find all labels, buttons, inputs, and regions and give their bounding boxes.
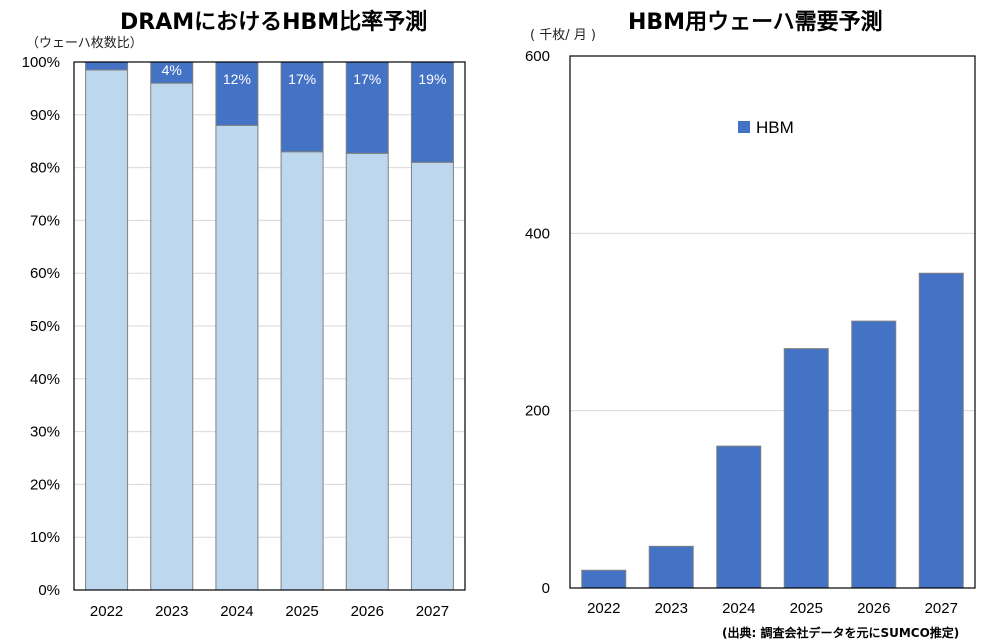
left-bar-dram [280,151,324,591]
right-x-tick-label: 2026 [857,600,890,617]
right-x-tick-label: 2027 [925,600,958,617]
right-bar-hbm [648,545,694,589]
left-bar-hbm [280,61,324,153]
right-y-tick-label: 0 [542,580,550,597]
left-data-label: 17% [288,71,316,87]
left-x-tick-label: 2024 [220,603,253,620]
left-data-label: 19% [418,71,446,87]
left-data-label: 17% [353,71,381,87]
right-plot-border [569,55,976,589]
left-plot-border [73,61,466,591]
left-y-tick-label: 0% [38,582,60,599]
left-y-tick-label: 40% [30,371,60,388]
left-bar-hbm [410,61,454,163]
left-bar-dram [215,124,259,591]
left-unit-label: （ウェーハ枚数比） [26,36,143,51]
left-data-label: 12% [223,71,251,87]
right-legend-swatch [738,121,750,133]
right-y-tick-label: 400 [525,225,550,242]
left-y-tick-label: 70% [30,212,60,229]
left-y-tick-label: 60% [30,265,60,282]
right-legend-label: HBM [756,118,794,137]
left-y-tick-label: 50% [30,318,60,335]
right-unit-label: ( 千枚/ 月 ) [530,28,596,43]
left-x-tick-label: 2022 [90,603,123,620]
right-x-tick-label: 2023 [655,600,688,617]
left-y-tick-label: 90% [30,107,60,124]
left-y-tick-label: 20% [30,476,60,493]
right-y-tick-label: 600 [525,48,550,65]
left-data-label: 4% [162,62,182,78]
left-x-tick-label: 2025 [285,603,318,620]
right-bar-hbm [581,569,627,589]
left-y-tick-label: 100% [22,54,60,71]
right-x-tick-label: 2022 [587,600,620,617]
left-chart-title: DRAMにおけるHBM比率予測 [120,10,428,35]
left-bar-dram [150,82,194,591]
left-x-tick-label: 2026 [351,603,384,620]
left-bar-dram [85,69,129,591]
right-bar-hbm [716,445,762,589]
right-x-tick-label: 2024 [722,600,755,617]
right-x-tick-label: 2025 [790,600,823,617]
left-y-tick-label: 10% [30,529,60,546]
left-bar-dram [410,161,454,591]
left-y-tick-label: 30% [30,424,60,441]
source-note: (出典: 調査会社データを元にSUMCO推定) [722,626,960,640]
left-bar-hbm [345,61,389,154]
right-bar-hbm [851,320,897,589]
left-y-tick-label: 80% [30,160,60,177]
left-x-tick-label: 2023 [155,603,188,620]
left-bar-hbm [85,61,129,71]
left-bar-hbm [215,61,259,126]
right-bar-hbm [918,272,964,589]
right-bar-hbm [783,348,829,589]
right-chart-title: HBM用ウェーハ需要予測 [628,10,883,35]
right-y-tick-label: 200 [525,403,550,420]
left-bar-dram [345,152,389,591]
left-x-tick-label: 2027 [416,603,449,620]
